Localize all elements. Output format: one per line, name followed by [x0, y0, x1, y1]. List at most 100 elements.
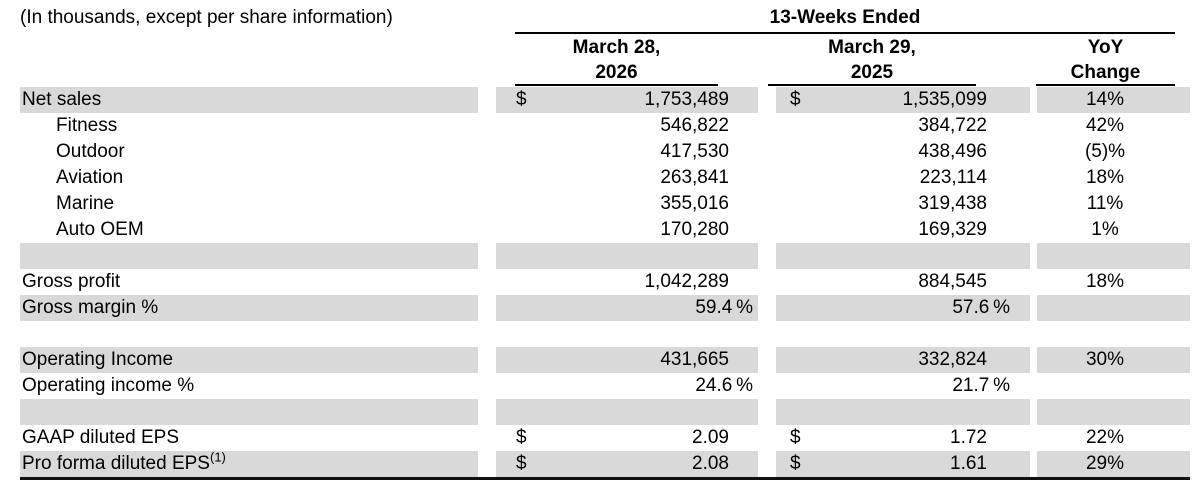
row-label-text: Operating Income — [22, 349, 174, 370]
cell-2026: 355,016 — [496, 191, 758, 217]
cell-2025-value: 1.72 — [950, 427, 987, 448]
spacer-cell — [20, 321, 478, 347]
cell-2025: 169,329 — [776, 217, 1030, 243]
column-2026-underline — [515, 84, 718, 86]
cell-yoy: 18% — [1085, 167, 1125, 188]
cell-2026: $2.09 — [496, 425, 758, 451]
row-label: Pro forma diluted EPS(1) — [20, 451, 478, 477]
table-row-operating-income-pct: Operating income % 24.6 % 21.7 % — [0, 373, 1200, 399]
spacer-cell — [496, 243, 758, 269]
cell-2025: 384,722 — [776, 113, 1030, 139]
cell-yoy: 22% — [1085, 427, 1125, 448]
cell-yoy: 14% — [1037, 87, 1190, 113]
row-label-text: Operating income % — [22, 375, 195, 396]
cell-2026-value: 59.4 % — [695, 297, 753, 318]
cell-2026-value: 546,822 — [660, 115, 729, 136]
cell-2026: $2.08 — [496, 451, 758, 477]
cell-2025-value: 438,496 — [918, 141, 987, 162]
cell-2026: 417,530 — [496, 139, 758, 165]
spacer-cell — [496, 399, 758, 425]
table-row-gross-profit: Gross profit 1,042,289 884,545 18% — [0, 269, 1200, 295]
cell-2025-value: 223,114 — [919, 167, 987, 188]
spacer-cell — [496, 321, 758, 347]
row-label-text: Pro forma diluted EPS — [22, 453, 210, 474]
cell-2026-value: 24.6 % — [695, 375, 753, 396]
cell-2025-value: 319,438 — [918, 193, 987, 214]
cell-2025: $1,535,099 — [776, 87, 1030, 113]
cell-2026: $1,753,489 — [496, 87, 758, 113]
cell-yoy: (5)% — [1084, 141, 1126, 162]
cell-2025-value: 1,535,099 — [902, 89, 987, 110]
row-label: Marine — [20, 191, 478, 217]
cell-2026-value: 1,753,489 — [644, 89, 729, 110]
dollar-sign: $ — [516, 453, 527, 474]
spacer-cell — [776, 399, 1030, 425]
cell-2026: 170,280 — [496, 217, 758, 243]
cell-yoy: 29% — [1037, 451, 1190, 477]
cell-2025: 319,438 — [776, 191, 1030, 217]
row-label-text: Gross profit — [22, 271, 121, 292]
spacer-cell — [776, 243, 1030, 269]
column-header-yoy: YoY Change — [1036, 35, 1175, 85]
cell-2026-value: 1,042,289 — [644, 271, 729, 292]
table-row-proforma-eps: Pro forma diluted EPS(1) $2.08 $1.61 29% — [0, 451, 1200, 477]
table-row-aviation: Aviation 263,841 223,114 18% — [0, 165, 1200, 191]
spacer-cell — [20, 243, 478, 269]
row-label-text: Auto OEM — [56, 219, 144, 240]
row-label: Auto OEM — [20, 217, 478, 243]
cell-2025-value: 884,545 — [918, 271, 987, 292]
spacer-row — [0, 321, 1200, 347]
cell-2025: 223,114 — [776, 165, 1030, 191]
dollar-sign: $ — [790, 89, 801, 110]
column-header-2025: March 29, 2025 — [768, 35, 976, 85]
row-label: Gross margin % — [20, 295, 478, 321]
table-row-gaap-eps: GAAP diluted EPS $2.09 $1.72 22% — [0, 425, 1200, 451]
cell-2026: 546,822 — [496, 113, 758, 139]
spacer-cell — [20, 399, 478, 425]
column-yoy-underline — [1036, 84, 1175, 86]
row-label-text: Net sales — [22, 89, 102, 110]
row-label-text: Marine — [56, 193, 115, 214]
cell-2026-value: 355,016 — [660, 193, 729, 214]
cell-2025: 884,545 — [776, 269, 1030, 295]
column-header-2025-line1: March 29, — [828, 37, 916, 58]
cell-2025-value: 1.61 — [950, 453, 987, 474]
period-underline — [515, 32, 1175, 34]
column-header-yoy-line2: Change — [1070, 62, 1141, 83]
cell-2026: 431,665 — [496, 347, 758, 373]
cell-2026-value: 431,665 — [660, 349, 729, 370]
cell-2025: $1.72 — [776, 425, 1030, 451]
dollar-sign: $ — [516, 89, 527, 110]
cell-2026-value: 417,530 — [660, 141, 729, 162]
cell-yoy — [1037, 373, 1190, 399]
row-label: Fitness — [20, 113, 478, 139]
cell-2026-value: 170,280 — [660, 219, 729, 240]
table-row-net-sales: Net sales $1,753,489 $1,535,099 14% — [0, 87, 1200, 113]
cell-yoy: 30% — [1037, 347, 1190, 373]
spacer-cell — [776, 321, 1030, 347]
dollar-sign: $ — [790, 427, 801, 448]
dollar-sign: $ — [516, 427, 527, 448]
table-row-auto-oem: Auto OEM 170,280 169,329 1% — [0, 217, 1200, 243]
row-label: Aviation — [20, 165, 478, 191]
cell-2026: 24.6 % — [496, 373, 758, 399]
row-label-text: Outdoor — [56, 141, 125, 162]
spacer-row — [0, 399, 1200, 425]
dollar-sign: $ — [790, 453, 801, 474]
cell-2025: 332,824 — [776, 347, 1030, 373]
row-label: Outdoor — [20, 139, 478, 165]
table-body: Net sales $1,753,489 $1,535,099 14% Fitn… — [0, 87, 1200, 477]
row-label: Operating income % — [20, 373, 478, 399]
cell-2025-value: 21.7 % — [952, 375, 1010, 396]
cell-2026-value: 2.09 — [692, 427, 729, 448]
footnote-marker: (1) — [209, 449, 226, 465]
row-label: Operating Income — [20, 347, 478, 373]
cell-2025: $1.61 — [776, 451, 1030, 477]
cell-2025-value: 57.6 % — [952, 297, 1010, 318]
cell-yoy: 11% — [1086, 193, 1124, 214]
cell-yoy: 18% — [1085, 271, 1125, 292]
table-row-gross-margin: Gross margin % 59.4 % 57.6 % — [0, 295, 1200, 321]
column-header-2025-line2: 2025 — [850, 62, 894, 83]
cell-2026: 59.4 % — [496, 295, 758, 321]
